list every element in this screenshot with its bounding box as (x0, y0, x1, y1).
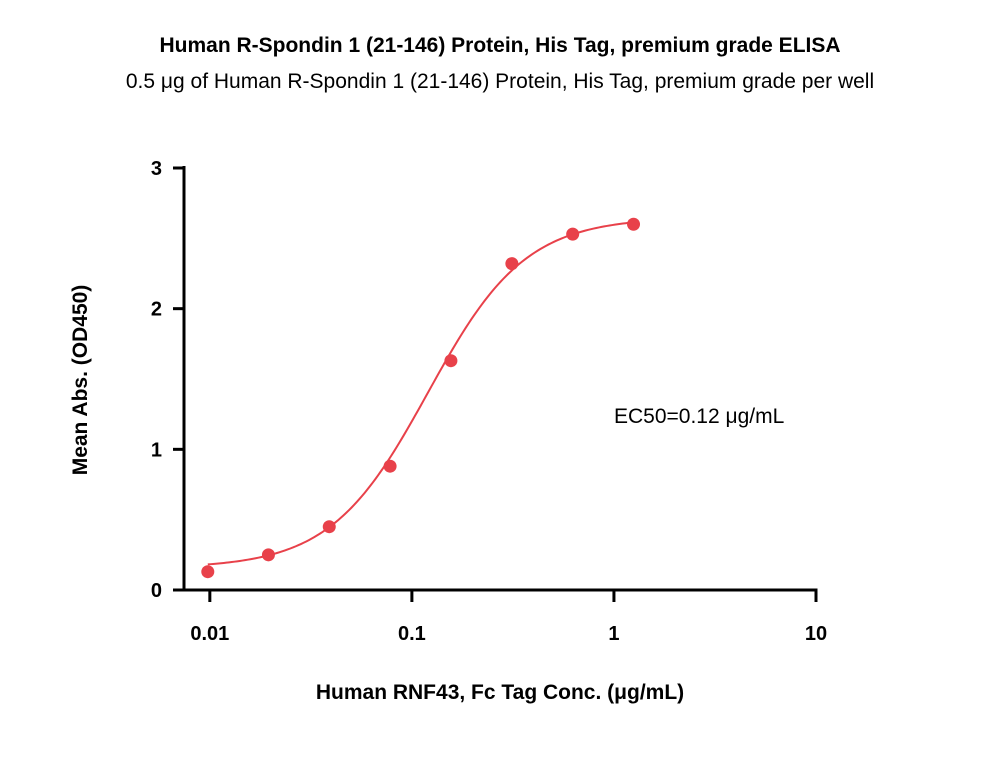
data-points (201, 217, 641, 579)
data-point (261, 548, 275, 562)
y-tick-label: 2 (151, 299, 162, 321)
y-tick-label: 0 (151, 580, 162, 602)
tick-labels: 0 1 2 3 0.01 0.1 1 10 (151, 158, 827, 645)
fit-curve (207, 221, 634, 566)
data-point (201, 565, 215, 579)
axes (173, 166, 818, 602)
x-tick-label: 0.1 (398, 623, 426, 645)
y-tick-label: 1 (151, 439, 162, 461)
y-tick-label: 3 (151, 158, 162, 180)
data-point (322, 520, 336, 534)
data-point (505, 257, 519, 271)
chart-subtitle: 0.5 μg of Human R-Spondin 1 (21-146) Pro… (125, 70, 875, 93)
data-point (444, 354, 458, 368)
x-axis-title: Human RNF43, Fc Tag Conc. (μg/mL) (316, 681, 684, 704)
ec50-annotation: EC50=0.12 μg/mL (614, 405, 784, 428)
x-tick-label: 10 (805, 623, 827, 645)
data-point (566, 227, 580, 241)
data-point (383, 459, 397, 473)
x-tick-label: 1 (608, 623, 619, 645)
y-axis-title: Mean Abs. (OD450) (69, 285, 92, 476)
x-tick-label: 0.01 (190, 623, 229, 645)
data-point (627, 217, 641, 231)
chart-title: Human R-Spondin 1 (21-146) Protein, His … (159, 34, 841, 57)
